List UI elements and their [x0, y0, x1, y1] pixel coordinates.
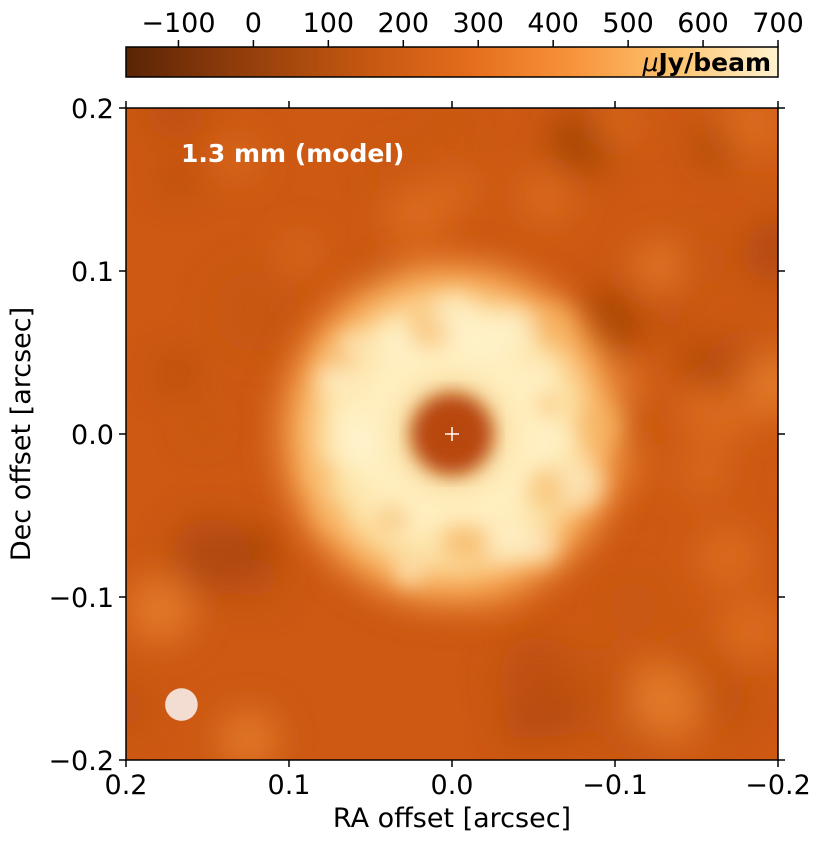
ring-clump: [536, 394, 560, 417]
noise-blob: [563, 647, 639, 723]
ring-clump: [557, 462, 605, 510]
noise-blob: [385, 184, 450, 249]
noise-blob: [716, 108, 778, 160]
noise-blob: [191, 414, 216, 440]
noise-blob: [744, 220, 778, 283]
noise-blob: [237, 558, 279, 601]
colorbar-tick-label: 500: [602, 8, 654, 39]
x-tick-label: −0.2: [745, 770, 811, 801]
ring-clump: [340, 332, 368, 359]
colorbar-tick-label: 600: [677, 8, 729, 39]
noise-blob: [219, 710, 278, 760]
x-tick-label: 0.1: [268, 770, 311, 801]
ring-clump: [438, 523, 475, 560]
colorbar-gradient: [125, 46, 779, 78]
noise-blob: [217, 138, 258, 180]
noise-blob: [677, 238, 725, 285]
noise-blob: [435, 114, 467, 145]
noise-blob: [635, 242, 682, 290]
y-tick-label: 0.0: [71, 420, 114, 451]
beam-ellipse: [165, 688, 198, 721]
noise-blob: [281, 234, 318, 272]
y-tick-label: −0.2: [48, 746, 114, 777]
ring-clump: [526, 468, 569, 511]
noise-blob: [519, 169, 574, 224]
chart-annotation: 1.3 mm (model): [181, 139, 404, 168]
y-axis: 0.2 0.1 0.0 −0.1 −0.2: [48, 94, 785, 777]
noise-blob: [126, 687, 147, 730]
ring-clump: [334, 403, 364, 434]
colorbar-tick-label: 200: [378, 8, 430, 39]
ring-clump: [377, 504, 409, 536]
star-marker: [445, 427, 459, 441]
noise-blob: [655, 308, 689, 342]
ring-clump: [528, 364, 553, 388]
noise-blob: [213, 269, 298, 353]
colorbar-tick-label: 0: [245, 8, 262, 39]
colorbar-label: μJy/beam: [642, 48, 771, 77]
ring-clumps: [308, 292, 622, 587]
x-tick-label: 0.0: [431, 770, 474, 801]
noise-blob: [163, 164, 193, 194]
y-tick-label: −0.1: [48, 583, 114, 614]
colorbar-tick-label: 100: [303, 8, 355, 39]
ring-clump: [317, 361, 354, 399]
noise-blob: [160, 356, 194, 390]
noise-blob: [145, 108, 207, 140]
colorbar-tick-label: 400: [527, 8, 579, 39]
ring-clump: [538, 426, 569, 457]
noise-blob: [681, 449, 727, 495]
ring-clump: [394, 556, 425, 587]
colorbar: −100 0 100 200 300 400 500 600 700 μJy/beam: [125, 8, 804, 78]
y-tick-label: 0.2: [71, 94, 114, 125]
colorbar-tick-label: −100: [141, 8, 215, 39]
noise-blob: [594, 108, 637, 146]
ring-clump: [490, 307, 536, 352]
noise-blob: [376, 148, 415, 187]
colorbar-tick-label: 700: [752, 8, 804, 39]
ring-clump: [488, 519, 533, 564]
y-tick-label: 0.1: [71, 257, 114, 288]
ring-clump: [375, 322, 413, 360]
ring-clump: [316, 503, 341, 529]
colorbar-tick-label: 300: [452, 8, 504, 39]
noise-blob: [502, 706, 539, 743]
noise-blob: [609, 275, 635, 300]
noise-blob: [238, 528, 278, 568]
colorbar-ticks: −100 0 100 200 300 400 500 600 700: [141, 8, 804, 47]
ring-clump: [333, 423, 377, 467]
noise-blob: [636, 726, 670, 760]
noise-blob: [127, 576, 194, 643]
noise-blob: [721, 598, 778, 663]
heatmap-image: 1.3 mm (model): [126, 108, 778, 760]
noise-blob: [623, 665, 702, 745]
noise-blob: [172, 517, 251, 596]
ring-clump: [575, 402, 622, 450]
x-axis-label: RA offset [arcsec]: [333, 803, 571, 834]
noise-blob: [741, 351, 778, 416]
noise-blob: [682, 348, 721, 387]
noise-blob: [439, 169, 476, 206]
x-tick-label: −0.1: [582, 770, 648, 801]
noise-blob: [498, 637, 578, 717]
ring-clump: [308, 461, 334, 487]
x-tick-label: 0.2: [105, 770, 148, 801]
noise-blob: [696, 525, 760, 589]
ring-clump: [531, 303, 576, 348]
noise-blob: [607, 580, 659, 632]
x-axis: 0.2 0.1 0.0 −0.1 −0.2: [105, 101, 811, 801]
y-axis-label: Dec offset [arcsec]: [6, 307, 37, 561]
